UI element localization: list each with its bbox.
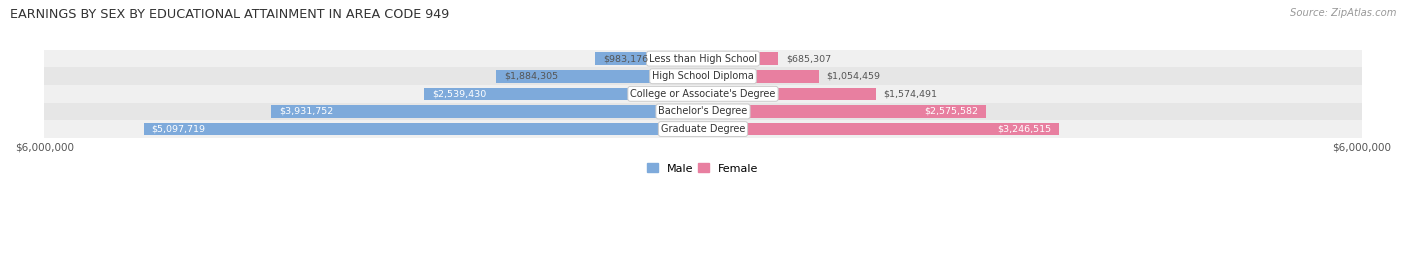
Text: Graduate Degree: Graduate Degree xyxy=(661,124,745,134)
Text: $2,539,430: $2,539,430 xyxy=(432,89,486,98)
Text: $3,931,752: $3,931,752 xyxy=(280,107,333,116)
Text: $2,575,582: $2,575,582 xyxy=(924,107,977,116)
Text: Less than High School: Less than High School xyxy=(650,54,756,64)
Text: $1,574,491: $1,574,491 xyxy=(884,89,938,98)
Text: $1,884,305: $1,884,305 xyxy=(505,72,558,81)
Text: $5,097,719: $5,097,719 xyxy=(152,125,205,133)
Bar xyxy=(595,52,703,65)
Bar xyxy=(703,88,876,100)
Bar xyxy=(271,105,703,118)
Bar xyxy=(45,103,1361,120)
Bar xyxy=(45,120,1361,138)
Text: Bachelor's Degree: Bachelor's Degree xyxy=(658,106,748,116)
Text: Source: ZipAtlas.com: Source: ZipAtlas.com xyxy=(1289,8,1396,18)
Bar xyxy=(45,50,1361,68)
Text: $685,307: $685,307 xyxy=(786,54,831,63)
Bar xyxy=(45,85,1361,103)
Text: $983,176: $983,176 xyxy=(603,54,648,63)
Bar xyxy=(703,70,818,83)
Text: $1,054,459: $1,054,459 xyxy=(827,72,880,81)
Bar xyxy=(425,88,703,100)
Bar xyxy=(703,52,778,65)
Bar xyxy=(703,105,986,118)
Text: $3,246,515: $3,246,515 xyxy=(997,125,1052,133)
Text: EARNINGS BY SEX BY EDUCATIONAL ATTAINMENT IN AREA CODE 949: EARNINGS BY SEX BY EDUCATIONAL ATTAINMEN… xyxy=(10,8,449,21)
Legend: Male, Female: Male, Female xyxy=(643,159,763,178)
Text: College or Associate's Degree: College or Associate's Degree xyxy=(630,89,776,99)
Bar xyxy=(496,70,703,83)
Bar xyxy=(703,123,1059,135)
Bar xyxy=(143,123,703,135)
Bar xyxy=(45,68,1361,85)
Text: High School Diploma: High School Diploma xyxy=(652,71,754,81)
